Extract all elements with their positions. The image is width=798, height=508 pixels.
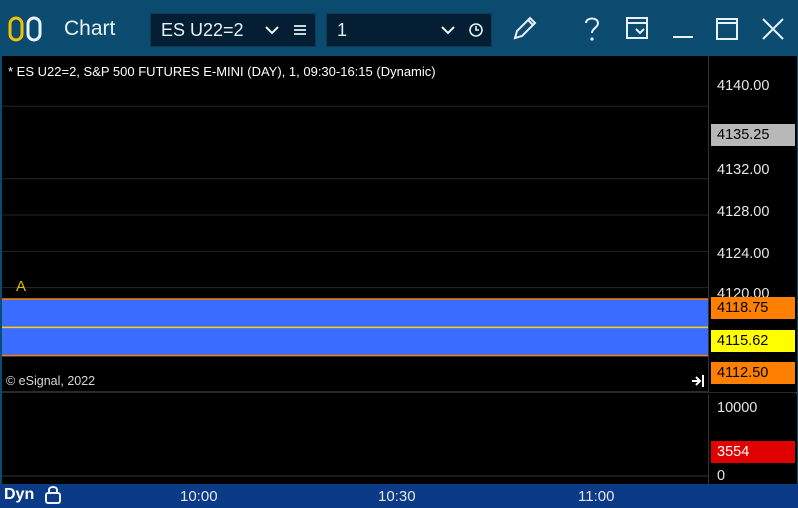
chart-area[interactable] <box>2 56 796 484</box>
chevron-down-icon <box>265 26 279 35</box>
symbol-value: ES U22=2 <box>161 20 244 40</box>
minimize-icon[interactable] <box>670 16 696 42</box>
band-lower-tag: 4112.50 <box>711 362 795 384</box>
volume-tag: 3554 <box>711 441 795 463</box>
volume-axis[interactable]: 10000 3554 0 <box>708 394 797 484</box>
current-price-tag: 4115.62 <box>711 330 795 352</box>
help-icon[interactable] <box>580 14 604 44</box>
volume-tick: 10000 <box>717 400 758 416</box>
status-bar <box>0 484 798 508</box>
title-bar: Chart ES U22=2 1 <box>0 0 798 56</box>
pencil-icon[interactable] <box>510 13 540 43</box>
app-icon[interactable] <box>8 16 44 42</box>
last-price-tag: 4135.25 <box>711 124 795 146</box>
copyright-text: © eSignal, 2022 <box>6 374 96 388</box>
time-tick: 10:30 <box>378 488 416 505</box>
price-tick: 4124.00 <box>717 246 770 262</box>
mode-label[interactable]: Dyn <box>4 486 35 503</box>
maximize-icon[interactable] <box>714 16 740 42</box>
menu-icon[interactable] <box>293 23 307 37</box>
price-tick: 4128.00 <box>717 204 770 220</box>
band-upper-tag: 4118.75 <box>711 297 795 319</box>
annotation-label: A <box>16 278 27 295</box>
lock-icon[interactable] <box>44 485 62 505</box>
interval-value: 1 <box>337 20 348 40</box>
window-options-icon[interactable] <box>624 15 652 43</box>
interval-dropdown[interactable]: 1 <box>326 13 492 47</box>
time-tick: 10:00 <box>180 488 218 505</box>
price-tick: 4140.00 <box>717 78 770 94</box>
chart-legend: * ES U22=2, S&P 500 FUTURES E-MINI (DAY)… <box>8 64 436 79</box>
symbol-dropdown[interactable]: ES U22=2 <box>150 13 316 47</box>
window-title: Chart <box>64 17 116 40</box>
close-icon[interactable] <box>760 16 786 42</box>
price-tick: 4132.00 <box>717 162 770 178</box>
chevron-down-icon <box>441 26 455 35</box>
price-axis[interactable]: 4140.00 4132.00 4128.00 4124.00 4120.00 … <box>708 56 797 392</box>
chart-canvas[interactable] <box>2 56 796 484</box>
scroll-to-end-icon[interactable] <box>690 374 706 388</box>
time-tick: 11:00 <box>578 488 615 505</box>
volume-tick: 0 <box>717 468 726 484</box>
clock-icon[interactable] <box>469 23 483 37</box>
